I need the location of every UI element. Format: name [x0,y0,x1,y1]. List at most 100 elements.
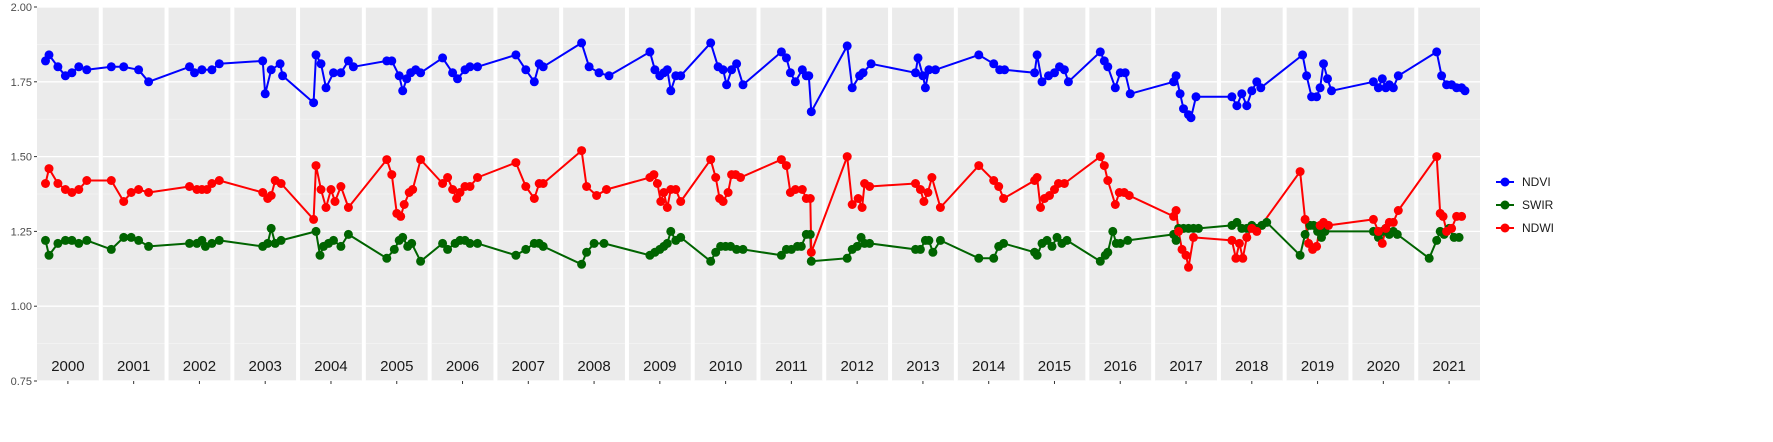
point-swir [989,253,999,263]
point-ndvi [1171,71,1181,81]
point-swir [126,232,136,242]
point-ndwi [1457,211,1467,221]
facet-label-2018: 2018 [1235,358,1268,375]
facet-panel-2018 [1220,6,1283,382]
facet-panel-2012 [826,6,889,382]
point-ndvi [806,107,816,117]
point-ndwi [134,185,144,194]
point-ndvi [666,86,676,96]
point-ndvi [706,38,716,48]
point-ndwi [659,188,669,197]
point-swir [315,250,325,260]
point-ndvi [278,71,288,81]
point-ndwi [1110,200,1120,209]
point-ndvi [727,65,737,75]
point-swir [106,244,116,254]
y-tick-label: 1.75 [11,77,32,89]
legend: NDVI SWIR NDWI [1496,175,1554,235]
point-swir [119,232,129,242]
point-swir [134,235,144,245]
point-ndwi [473,173,482,182]
point-ndvi [53,62,63,72]
point-ndvi [584,62,594,72]
point-ndwi [126,188,136,197]
point-ndwi [911,179,920,188]
point-swir [738,244,748,254]
point-ndvi [394,71,404,81]
point-ndvi [1095,47,1105,57]
facet-panel-2015 [1023,6,1086,382]
point-swir [1300,229,1310,239]
point-swir [711,247,721,257]
point-ndwi [790,185,800,194]
point-swir [82,235,92,245]
point-swir [343,229,353,239]
point-ndvi [918,71,928,81]
point-ndwi [316,185,326,194]
facet-label-2012: 2012 [840,358,873,375]
point-ndvi [1312,92,1322,102]
point-ndvi [1319,59,1328,69]
point-swir [577,259,587,269]
point-ndvi [190,68,199,78]
point-ndwi [1312,241,1322,251]
point-ndvi [911,68,920,78]
point-swir [1047,241,1057,251]
point-ndvi [316,59,326,69]
point-ndwi [1234,238,1244,248]
point-swir [389,244,399,254]
point-ndvi [1298,50,1308,60]
point-swir [589,238,599,248]
facet-label-2004: 2004 [314,358,347,375]
point-ndvi [197,65,207,75]
point-ndvi [1032,50,1042,60]
point-ndwi [336,182,346,191]
point-swir [1042,235,1052,245]
point-ndwi [1393,206,1403,215]
point-ndwi [321,203,331,212]
point-swir [666,226,676,236]
point-ndwi [106,176,116,185]
point-ndwi [1324,220,1333,230]
point-swir [865,238,875,248]
point-ndwi [455,188,465,197]
point-ndwi [399,200,409,209]
point-ndvi [453,74,462,84]
point-ndvi [732,59,742,69]
point-ndvi [847,83,857,93]
point-ndvi [776,47,786,57]
point-ndwi [1036,203,1045,212]
point-ndvi [1037,77,1047,87]
legend-label-ndwi: NDWI [1522,221,1554,235]
point-ndvi [1323,74,1332,84]
point-ndwi [1045,191,1054,200]
point-ndvi [1179,104,1188,114]
point-ndvi [1437,71,1447,81]
legend-item-ndvi: NDVI [1496,175,1551,189]
point-ndwi [529,194,539,203]
point-ndvi [275,59,285,69]
point-swir [276,235,286,245]
point-ndwi [144,188,154,197]
y-tick-label: 1.00 [11,301,32,313]
point-swir [1108,226,1118,236]
point-ndwi [67,188,77,197]
point-swir [806,256,816,266]
point-ndwi [1238,253,1248,263]
facet-label-2001: 2001 [117,358,150,375]
point-ndwi [266,191,276,200]
point-ndvi [311,50,321,60]
point-swir [266,223,276,233]
point-swir [852,241,862,251]
point-ndvi [398,86,408,96]
point-ndwi [935,203,945,212]
point-ndvi [1000,65,1010,75]
facet-label-2021: 2021 [1432,358,1465,375]
point-ndvi [448,68,458,78]
point-swir [974,253,984,263]
point-ndvi [1175,89,1185,99]
point-ndwi [207,179,217,188]
point-ndwi [1095,152,1105,162]
point-swir [1392,229,1402,239]
facet-panel-2019 [1286,6,1349,382]
